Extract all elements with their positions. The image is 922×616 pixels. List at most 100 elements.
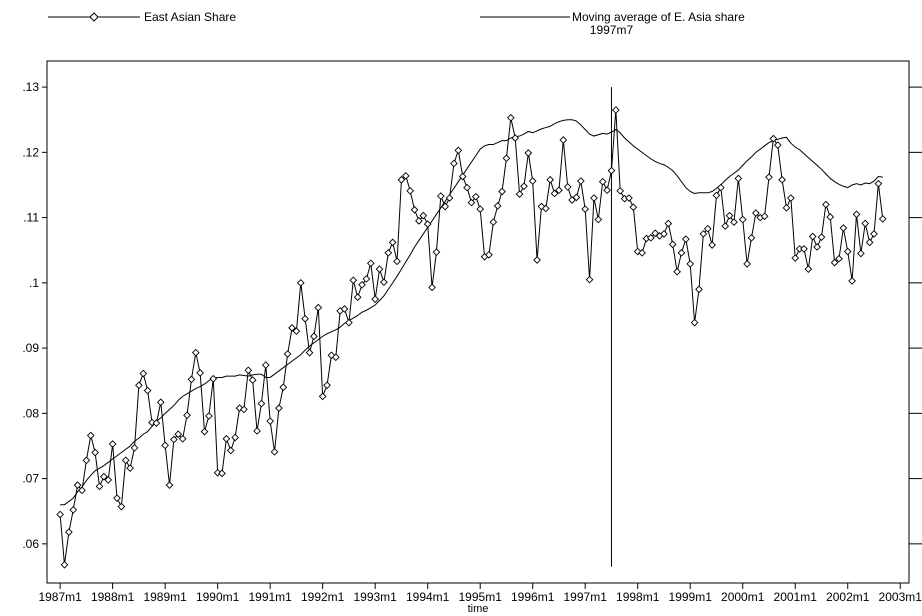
data-point-marker — [65, 528, 73, 536]
data-point-marker — [458, 172, 467, 181]
x-tick-label: 1997m1 — [564, 590, 608, 604]
data-point-marker — [292, 327, 301, 335]
data-point-marker — [760, 212, 769, 221]
data-point-marker — [152, 419, 161, 427]
data-point-marker — [441, 202, 450, 211]
data-point-marker — [533, 256, 541, 264]
data-point-marker — [121, 456, 130, 465]
x-tick-label: 1990m1 — [196, 590, 240, 604]
data-point-marker — [839, 224, 848, 232]
x-tick-label: 2003m1 — [879, 590, 922, 604]
data-point-marker — [616, 187, 625, 195]
data-point-marker — [467, 198, 476, 207]
data-point-marker — [91, 448, 99, 457]
data-point-marker — [270, 448, 279, 456]
data-point-marker — [848, 277, 856, 285]
data-point-marker — [515, 190, 524, 198]
data-point-marker — [647, 233, 655, 242]
data-point-marker — [161, 441, 169, 450]
data-point-marker — [804, 265, 813, 273]
data-point-marker — [450, 159, 458, 168]
x-tick-label: 1994m1 — [406, 590, 450, 604]
data-point-marker — [572, 193, 581, 202]
y-tick-label: .08 — [22, 406, 39, 420]
y-tick-label: .07 — [22, 472, 39, 486]
data-point-marker — [349, 276, 358, 285]
data-point-marker — [576, 177, 585, 185]
data-point-marker — [104, 476, 113, 484]
data-point-marker — [310, 332, 318, 341]
data-point-marker — [537, 202, 546, 211]
data-point-marker — [520, 182, 528, 191]
series-markers-east-asian-share — [56, 106, 887, 569]
data-point-marker — [183, 411, 191, 420]
data-point-marker — [682, 235, 690, 243]
data-point-marker — [436, 192, 445, 200]
data-point-marker — [60, 560, 69, 569]
data-point-marker — [393, 257, 401, 266]
reference-line-label: 1997m7 — [590, 23, 634, 37]
data-point-marker — [607, 166, 616, 175]
data-point-marker — [73, 481, 82, 489]
legend: East Asian Share Moving average of E. As… — [48, 10, 745, 24]
data-point-marker — [524, 149, 533, 157]
data-point-marker — [778, 175, 786, 184]
data-point-marker — [695, 285, 703, 294]
x-tick-label: 1996m1 — [511, 590, 555, 604]
data-point-marker — [174, 430, 183, 439]
data-point-marker — [717, 183, 725, 192]
data-point-marker — [813, 243, 821, 251]
data-point-marker — [730, 218, 738, 227]
data-point-marker — [139, 369, 148, 378]
data-point-marker — [765, 173, 773, 181]
data-point-marker — [191, 348, 200, 357]
data-point-marker — [773, 141, 782, 150]
data-point-marker — [738, 215, 747, 224]
data-point-marker — [559, 136, 568, 144]
data-point-marker — [200, 427, 209, 436]
data-point-marker — [397, 175, 406, 184]
data-point-marker — [423, 220, 432, 228]
data-point-marker — [345, 318, 353, 327]
x-tick-label: 2000m1 — [721, 590, 765, 604]
y-tick-label: .06 — [22, 537, 39, 551]
data-point-marker — [428, 283, 436, 292]
x-tick-label: 1987m1 — [38, 590, 82, 604]
data-point-marker — [353, 293, 362, 302]
data-point-marker — [471, 192, 480, 201]
data-point-marker — [380, 278, 388, 287]
data-point-marker — [603, 186, 611, 195]
data-point-marker — [82, 456, 91, 465]
data-point-marker — [454, 146, 463, 155]
x-tick-label: 1993m1 — [353, 590, 397, 604]
data-point-marker — [782, 203, 791, 212]
data-point-marker — [485, 250, 493, 259]
data-point-marker — [432, 248, 441, 257]
data-point-marker — [419, 211, 428, 220]
data-point-marker — [638, 248, 646, 257]
data-point-marker — [493, 202, 502, 210]
data-point-marker — [108, 440, 117, 448]
data-point-marker — [95, 482, 104, 491]
data-point-marker — [725, 211, 734, 220]
data-point-marker — [156, 398, 165, 407]
data-point-marker — [625, 194, 633, 202]
data-point-marker — [358, 280, 366, 289]
y-axis-tick-labels: .06 .07 .08 .09 .1 .11 .12 .13 — [22, 80, 39, 551]
data-point-marker — [340, 305, 349, 313]
data-point-marker — [218, 469, 226, 478]
data-point-marker — [555, 186, 563, 195]
data-point-marker — [668, 240, 677, 249]
data-point-marker — [699, 230, 708, 238]
data-point-marker — [187, 375, 196, 384]
series-line-east-asian-share — [59, 109, 884, 565]
data-point-marker — [135, 381, 143, 390]
data-point-marker — [769, 134, 778, 143]
x-axis-tick-labels: 1987m1 1988m1 1989m1 1990m1 1991m1 1992m1 1993… — [38, 590, 922, 604]
data-point-marker — [528, 177, 537, 185]
data-point-marker — [235, 404, 244, 412]
data-point-marker — [743, 260, 751, 268]
data-point-marker — [78, 486, 86, 495]
data-point-marker — [563, 183, 572, 191]
data-point-marker — [196, 369, 204, 377]
